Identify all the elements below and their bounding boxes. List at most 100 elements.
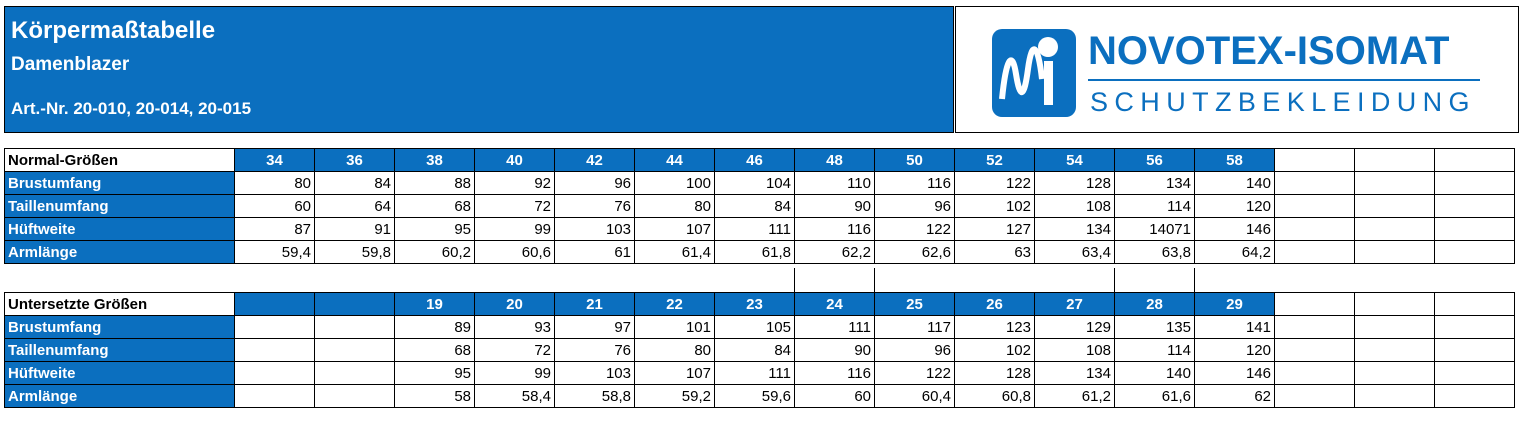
measurement-cell [1354, 361, 1435, 385]
size-header-cell [234, 292, 315, 316]
brand-mark-icon [992, 29, 1076, 117]
size-header-cell: 25 [874, 292, 955, 316]
measurement-cell: 59,8 [314, 240, 395, 264]
measurement-cell: 61,8 [714, 240, 795, 264]
measurement-cell: 114 [1114, 338, 1195, 362]
short-sizes-table: Untersetzte Größen 19 20 21 22 23 24 25 26 27 28 2… [4, 292, 1515, 408]
measurement-cell: 60,6 [474, 240, 555, 264]
measurement-cell: 107 [634, 361, 715, 385]
brand-name: NOVOTEX-ISOMAT [1088, 29, 1450, 73]
measurement-cell: 103 [554, 217, 635, 241]
measurement-cell: 105 [714, 315, 795, 339]
table-row: Armlänge 59,4 59,8 60,2 60,6 61 61,4 61,8 62,2 62… [4, 240, 1515, 264]
table-row: Armlänge 58 58,4 58,8 59,2 59,6 60 60,4 60,8 61,2… [4, 384, 1515, 408]
measurement-cell: 100 [634, 171, 715, 195]
measurement-cell: 108 [1034, 338, 1115, 362]
measurement-cell: 120 [1194, 338, 1275, 362]
gap-divider [874, 268, 875, 292]
measurement-cell [1434, 361, 1515, 385]
measurement-cell [1274, 315, 1355, 339]
measurement-cell [1274, 171, 1355, 195]
measurement-cell: 117 [874, 315, 955, 339]
measurement-cell: 58 [394, 384, 475, 408]
size-header-cell: 19 [394, 292, 475, 316]
size-header-cell: 28 [1114, 292, 1195, 316]
measurement-cell: 103 [554, 361, 635, 385]
measurement-cell: 128 [954, 361, 1035, 385]
measurement-cell: 102 [954, 194, 1035, 218]
measurement-cell: 68 [394, 194, 475, 218]
measurement-cell [314, 384, 395, 408]
measurement-cell: 80 [634, 194, 715, 218]
measurement-cell [1354, 315, 1435, 339]
size-header-cell [1434, 292, 1515, 316]
gap-divider [794, 268, 795, 292]
size-header-cell: 42 [554, 148, 635, 172]
measurement-cell [1434, 171, 1515, 195]
measurement-cell: 104 [714, 171, 795, 195]
measurement-cell: 140 [1114, 361, 1195, 385]
measurement-cell [1434, 384, 1515, 408]
measurement-cell [234, 361, 315, 385]
measurement-cell: 76 [554, 338, 635, 362]
row-label: Hüftweite [4, 361, 235, 385]
table-row: Hüftweite 87 91 95 99 103 107 111 116 122 127 134 14… [4, 217, 1515, 241]
size-header-row: Normal-Größen 34 36 38 40 42 44 46 48 50 52 54 56 58 [4, 148, 1515, 172]
measurement-cell: 99 [474, 217, 555, 241]
row-label: Taillenumfang [4, 338, 235, 362]
size-header-cell: 56 [1114, 148, 1195, 172]
measurement-cell: 99 [474, 361, 555, 385]
size-header-cell: 27 [1034, 292, 1115, 316]
measurement-cell: 122 [874, 361, 955, 385]
measurement-cell: 87 [234, 217, 315, 241]
measurement-cell: 95 [394, 361, 475, 385]
measurement-cell: 60,2 [394, 240, 475, 264]
measurement-cell: 135 [1114, 315, 1195, 339]
measurement-cell: 108 [1034, 194, 1115, 218]
measurement-cell: 80 [634, 338, 715, 362]
measurement-cell [1434, 315, 1515, 339]
measurement-cell: 111 [714, 361, 795, 385]
size-header-cell: 52 [954, 148, 1035, 172]
measurement-cell: 59,6 [714, 384, 795, 408]
measurement-cell: 95 [394, 217, 475, 241]
measurement-cell: 123 [954, 315, 1035, 339]
size-header-cell: 46 [714, 148, 795, 172]
measurement-cell [1274, 361, 1355, 385]
measurement-cell [314, 338, 395, 362]
measurement-cell: 61,6 [1114, 384, 1195, 408]
measurement-cell [1274, 338, 1355, 362]
row-label: Brustumfang [4, 315, 235, 339]
measurement-cell: 116 [874, 171, 955, 195]
measurement-cell [234, 384, 315, 408]
measurement-cell: 60 [234, 194, 315, 218]
size-header-cell: 36 [314, 148, 395, 172]
measurement-cell [1274, 384, 1355, 408]
measurement-cell: 62,6 [874, 240, 955, 264]
measurement-cell [1354, 384, 1435, 408]
measurement-cell [1434, 240, 1515, 264]
measurement-cell: 96 [554, 171, 635, 195]
measurement-cell: 96 [874, 338, 955, 362]
gap-divider [1194, 268, 1195, 292]
measurement-cell: 93 [474, 315, 555, 339]
size-header-cell: 24 [794, 292, 875, 316]
size-header-cell [1274, 148, 1355, 172]
measurement-cell: 63,4 [1034, 240, 1115, 264]
measurement-cell: 140 [1194, 171, 1275, 195]
measurement-cell: 62,2 [794, 240, 875, 264]
brand-logo: NOVOTEX-ISOMAT SCHUTZBEKLEIDUNG [955, 6, 1519, 133]
measurement-cell: 68 [394, 338, 475, 362]
measurement-cell: 58,4 [474, 384, 555, 408]
measurement-cell: 84 [714, 338, 795, 362]
table-label: Untersetzte Größen [4, 292, 235, 316]
table-row: Taillenumfang 68 72 76 80 84 90 96 102 108 114 120 [4, 338, 1515, 362]
measurement-cell: 134 [1034, 217, 1115, 241]
row-label: Brustumfang [4, 171, 235, 195]
measurement-cell: 96 [874, 194, 955, 218]
measurement-cell [1434, 194, 1515, 218]
size-header-cell: 58 [1194, 148, 1275, 172]
size-header-cell: 50 [874, 148, 955, 172]
measurement-cell: 129 [1034, 315, 1115, 339]
size-header-cell: 29 [1194, 292, 1275, 316]
